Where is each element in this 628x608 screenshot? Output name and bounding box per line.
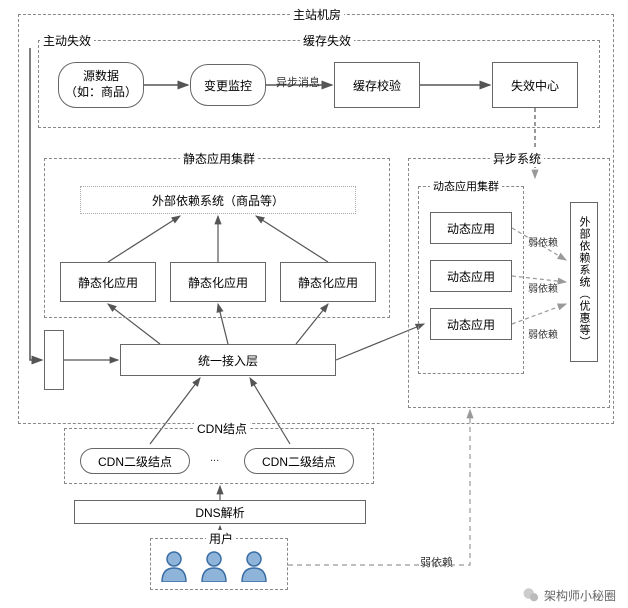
main-room-label: 主站机房 [290,6,344,23]
left-bar-node [44,330,64,390]
cdn-ellipsis: ... [210,452,219,464]
cache-invalidate-label: 缓存失效 [300,32,354,49]
user-icon [240,550,268,582]
footer-text: 架构师小秘圈 [544,587,616,604]
static-app-2: 静态化应用 [170,262,266,302]
dynamic-cluster-label: 动态应用集群 [430,178,502,194]
cdn-l2-1: CDN二级结点 [80,448,190,474]
dynamic-app-3: 动态应用 [430,308,512,340]
cache-verify-node: 缓存校验 [334,62,420,108]
static-app-3: 静态化应用 [280,262,376,302]
weak-dep-2: 弱依赖 [528,280,558,295]
dynamic-app-1: 动态应用 [430,212,512,244]
external-dep-promo-node: 外部依赖系统（优惠等） [570,202,598,362]
dynamic-app-2: 动态应用 [430,260,512,292]
dns-node: DNS解析 [74,500,366,524]
cdn-l2-2: CDN二级结点 [244,448,354,474]
cdn-box-label: CDN结点 [194,420,250,437]
user-icon [160,550,188,582]
weak-dep-1: 弱依赖 [528,234,558,249]
users-label: 用户 [206,530,236,547]
async-system-label: 异步系统 [490,150,544,167]
footer: 架构师小秘圈 [522,586,616,604]
active-invalidate-label: 主动失效 [40,32,94,49]
weak-dep-3: 弱依赖 [528,326,558,341]
invalid-center-node: 失效中心 [492,62,578,108]
user-icon [200,550,228,582]
weak-dep-long: 弱依赖 [420,554,453,570]
static-app-1: 静态化应用 [60,262,156,302]
async-msg-label: 异步消息 [276,74,320,90]
wechat-icon [522,586,540,604]
static-cluster-label: 静态应用集群 [180,150,258,167]
change-monitor-node: 变更监控 [190,64,266,106]
user-icons-row [160,550,268,582]
external-dep-box: 外部依赖系统（商品等） [80,186,356,214]
unified-access-node: 统一接入层 [120,344,336,376]
source-data-node: 源数据 （如：商品） [58,62,144,108]
